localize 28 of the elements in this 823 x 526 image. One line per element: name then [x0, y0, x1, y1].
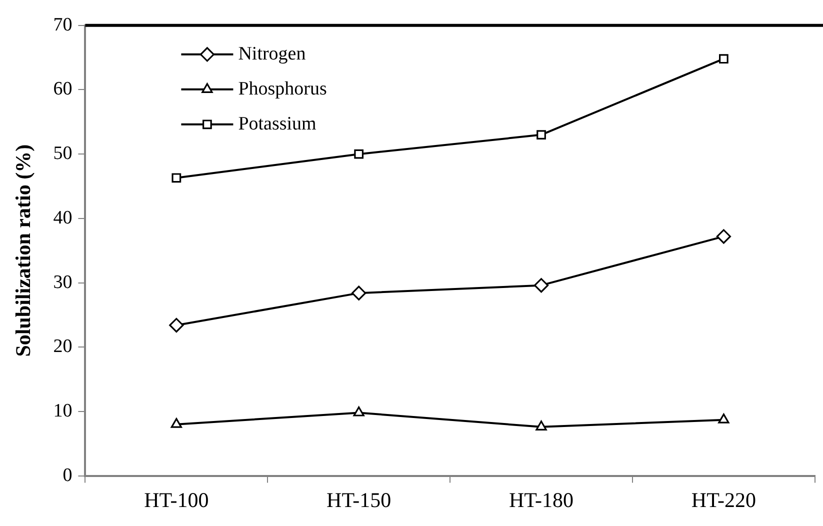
y-axis-title: Solubilization ratio (%): [11, 144, 36, 357]
point: [719, 54, 728, 64]
point: [170, 418, 182, 428]
x-tick-label: HT-220: [691, 488, 756, 512]
point: [169, 318, 184, 333]
point: [718, 414, 730, 424]
point: [353, 406, 364, 416]
y-tick-label: 10: [53, 400, 72, 422]
y-tick-label: 60: [53, 78, 72, 100]
y-tick-label: 40: [53, 207, 72, 228]
legend-label: Phosphorus: [238, 78, 327, 100]
point: [172, 173, 182, 183]
point: [716, 229, 731, 244]
x-tick-label: HT-180: [508, 488, 574, 512]
point: [536, 420, 547, 430]
y-tick-label: 50: [53, 143, 72, 164]
x-tick-label: HT-150: [326, 488, 392, 512]
x-tick-label: HT-100: [144, 488, 209, 512]
point: [536, 130, 546, 140]
point: [354, 149, 364, 159]
legend-label: Potassium: [238, 113, 317, 134]
point: [534, 278, 549, 293]
legend-label: Nitrogen: [238, 43, 306, 64]
y-tick-label: 30: [53, 272, 72, 293]
y-tick-label: 0: [62, 464, 72, 486]
point: [352, 286, 366, 300]
y-tick-label: 70: [53, 14, 72, 36]
y-tick-label: 20: [53, 336, 72, 358]
